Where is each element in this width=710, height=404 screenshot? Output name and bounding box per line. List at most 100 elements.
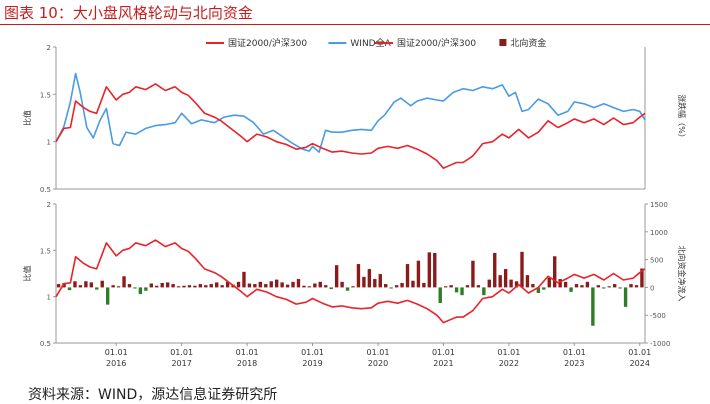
north-flow-bar — [394, 285, 399, 288]
north-flow-bar — [215, 282, 219, 288]
top-left-tick-label: 2 — [47, 44, 51, 52]
legend-label: 国证2000/沪深300 — [397, 37, 476, 49]
north-flow-bar — [356, 264, 361, 288]
north-flow-bar — [574, 284, 579, 288]
north-flow-bar — [553, 256, 557, 288]
north-flow-bar — [427, 252, 432, 288]
north-flow-bar — [449, 285, 453, 288]
x-tick-label-day: 01.01 — [105, 348, 128, 357]
north-flow-bar — [253, 284, 257, 288]
north-flow-bar — [56, 284, 61, 288]
top-left-tick-label: 1 — [47, 139, 51, 147]
north-flow-bar — [274, 279, 279, 288]
north-flow-bar — [187, 285, 192, 288]
bottom-right-tick-label: -500 — [650, 312, 666, 320]
north-flow-bar — [122, 276, 126, 288]
north-flow-bar — [351, 286, 355, 288]
north-flow-bar — [236, 281, 241, 288]
x-tick-label-year: 2017 — [171, 359, 191, 368]
north-flow-bar — [285, 284, 290, 288]
north-flow-bar — [204, 285, 208, 288]
north-flow-bar — [640, 268, 644, 288]
x-tick-label-year: 2018 — [237, 359, 257, 368]
north-flow-bar — [607, 286, 611, 288]
north-flow-bar — [405, 264, 410, 288]
north-flow-bar — [471, 260, 475, 288]
bottom-right-tick-label: -1000 — [650, 340, 670, 348]
north-flow-bar — [460, 287, 464, 296]
x-tick-label-year: 2020 — [368, 359, 388, 368]
x-tick-label-year: 2019 — [302, 359, 322, 368]
x-tick-label-year: 2016 — [106, 359, 126, 368]
north-flow-bar — [225, 281, 230, 288]
legend-swatch — [499, 39, 507, 46]
bottom-left-axis-title: 比值 — [22, 266, 32, 282]
x-tick-label-day: 01.01 — [170, 348, 193, 357]
x-tick-label-year: 2022 — [499, 359, 519, 368]
north-flow-bar — [209, 284, 213, 288]
north-flow-bar — [105, 287, 110, 305]
north-flow-bar — [367, 269, 372, 288]
bottom-right-tick-label: 1000 — [650, 229, 668, 237]
north-flow-bar — [542, 287, 546, 290]
north-flow-bar — [509, 279, 513, 288]
north-flow-bar — [247, 283, 252, 288]
north-flow-bar — [373, 279, 377, 288]
north-flow-bar — [340, 281, 344, 288]
north-flow-bar — [264, 284, 268, 288]
north-flow-bar — [67, 287, 72, 291]
north-flow-bar — [182, 285, 186, 288]
x-tick-label-day: 01.01 — [367, 348, 390, 357]
x-tick-label-year: 2024 — [630, 359, 650, 368]
north-flow-bar — [84, 281, 88, 288]
bottom-left-tick-label: 2 — [47, 201, 51, 209]
bottom-right-tick-label: 1500 — [650, 201, 668, 209]
north-flow-bar — [493, 252, 497, 288]
north-flow-bar — [165, 282, 170, 288]
north-flow-bar — [536, 287, 541, 293]
x-tick-label-year: 2021 — [433, 359, 453, 368]
top-right-axis-title: 涨跌幅（%） — [677, 94, 687, 142]
north-flow-bar — [580, 285, 584, 288]
ratio-line — [55, 83, 646, 169]
x-tick-label-day: 01.01 — [628, 348, 651, 357]
north-flow-bar — [433, 252, 437, 288]
north-flow-bar — [291, 281, 295, 288]
north-flow-bar — [378, 274, 382, 288]
bottom-left-tick-label: 1.5 — [40, 247, 51, 255]
bottom-left-tick-label: 0.5 — [40, 340, 51, 348]
north-flow-bar — [629, 284, 633, 288]
north-flow-bar — [591, 287, 595, 326]
title-rule — [0, 24, 710, 25]
x-tick-label-day: 01.01 — [563, 348, 586, 357]
north-flow-bar — [345, 287, 350, 291]
north-flow-bar — [100, 280, 104, 288]
north-flow-bar — [176, 286, 181, 288]
north-flow-bar — [198, 284, 203, 288]
north-flow-bar — [525, 275, 530, 288]
wind-all-a-line — [55, 72, 646, 153]
chart: 0.511.5250%100%150%200%比值涨跌幅（%）国证2000/沪深… — [22, 37, 687, 368]
north-flow-bar — [258, 281, 263, 288]
north-flow-bar — [116, 286, 121, 288]
x-tick-label-year: 2023 — [564, 359, 584, 368]
legend-label: 国证2000/沪深300 — [228, 37, 307, 49]
north-flow-bar — [89, 282, 94, 288]
north-flow-bar — [329, 287, 333, 290]
north-flow-bar — [454, 287, 459, 293]
bottom-right-tick-label: 500 — [650, 257, 663, 265]
x-tick-label-day: 01.01 — [497, 348, 520, 357]
north-flow-bar — [307, 286, 312, 288]
ratio-line-bottom — [55, 239, 646, 324]
north-flow-bar — [171, 284, 175, 288]
north-flow-bar — [296, 279, 301, 288]
top-left-tick-label: 1.5 — [40, 91, 51, 99]
north-flow-bar — [111, 285, 115, 288]
bottom-right-axis-title: 北向资金净流入 — [677, 246, 687, 302]
top-left-tick-label: 0.5 — [40, 186, 51, 194]
north-flow-bar — [476, 285, 481, 288]
north-flow-bar — [618, 287, 622, 289]
north-flow-bar — [144, 287, 148, 291]
north-flow-bar — [138, 287, 143, 295]
north-flow-bar — [558, 279, 562, 288]
